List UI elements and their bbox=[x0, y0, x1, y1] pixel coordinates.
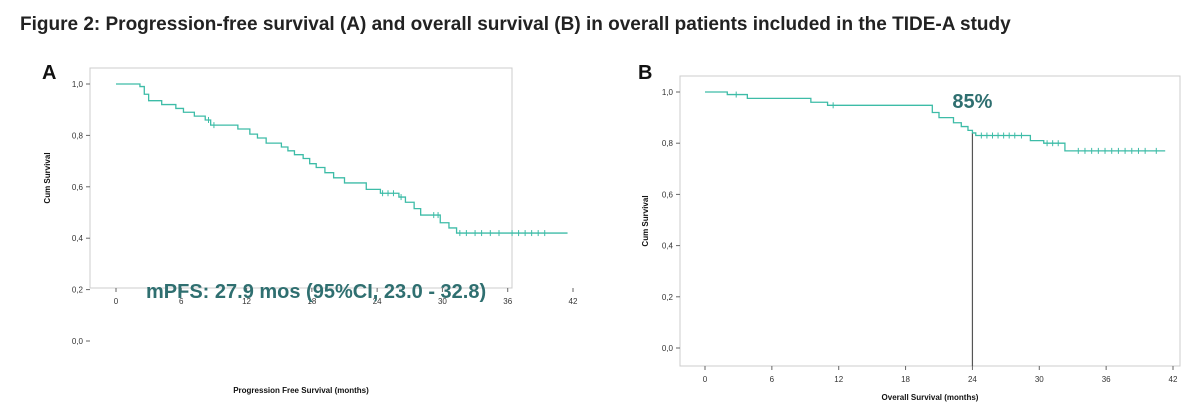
x-tick-label: 18 bbox=[307, 297, 316, 306]
x-tick-label: 0 bbox=[114, 297, 119, 306]
x-tick-label: 36 bbox=[503, 297, 512, 306]
y-tick-label: 1,0 bbox=[72, 80, 84, 89]
y-axis-label: Cum Survival bbox=[641, 195, 650, 246]
y-tick-label: 0,0 bbox=[662, 344, 674, 353]
x-tick-label: 24 bbox=[373, 297, 382, 306]
y-tick-label: 0,8 bbox=[662, 139, 674, 148]
x-tick-label: 12 bbox=[834, 375, 843, 384]
x-tick-label: 30 bbox=[1035, 375, 1044, 384]
chart-annotation: mPFS: 27.9 mos (95%CI, 23.0 - 32.8) bbox=[146, 281, 486, 303]
y-tick-label: 0,6 bbox=[72, 183, 84, 192]
panel-label: B bbox=[638, 62, 652, 84]
y-tick-label: 0,4 bbox=[72, 234, 84, 243]
x-tick-label: 6 bbox=[179, 297, 184, 306]
y-tick-label: 0,6 bbox=[662, 190, 674, 199]
y-tick-label: 0,2 bbox=[72, 286, 84, 295]
x-tick-label: 0 bbox=[703, 375, 708, 384]
x-tick-label: 18 bbox=[901, 375, 910, 384]
y-tick-label: 0,8 bbox=[72, 131, 84, 140]
y-tick-label: 0,4 bbox=[662, 242, 674, 251]
x-tick-label: 24 bbox=[968, 375, 977, 384]
x-tick-label: 6 bbox=[770, 375, 775, 384]
y-tick-label: 0,0 bbox=[72, 337, 84, 346]
plot-frame bbox=[679, 75, 1181, 367]
chart-annotation: 85% bbox=[952, 91, 992, 113]
x-axis-label: Overall Survival (months) bbox=[882, 393, 979, 402]
y-tick-label: 0,2 bbox=[662, 293, 674, 302]
survival-curve bbox=[705, 91, 1166, 152]
x-tick-label: 42 bbox=[1169, 375, 1178, 384]
panel-label: A bbox=[42, 62, 56, 84]
survival-curve bbox=[116, 83, 568, 234]
y-axis-label: Cum Survival bbox=[43, 152, 52, 203]
y-tick-label: 1,0 bbox=[662, 88, 674, 97]
plot-frame bbox=[89, 67, 513, 289]
figure-title: Figure 2: Progression-free survival (A) … bbox=[20, 14, 1011, 35]
x-tick-label: 12 bbox=[242, 297, 251, 306]
panel-b-chart: B 0,0 0,2 0,4 0,6 0,8 1,0 0 6 12 18 24 30 36 42 Overall… bbox=[638, 62, 1181, 402]
x-tick-label: 36 bbox=[1102, 375, 1111, 384]
panel-a-chart: A 0,0 0,2 0,4 0,6 0,8 1,0 0 6 12 18 24 30 36 42 Progres… bbox=[42, 62, 578, 395]
x-tick-label: 42 bbox=[569, 297, 578, 306]
x-axis-label: Progression Free Survival (months) bbox=[233, 386, 369, 395]
x-tick-label: 30 bbox=[438, 297, 447, 306]
